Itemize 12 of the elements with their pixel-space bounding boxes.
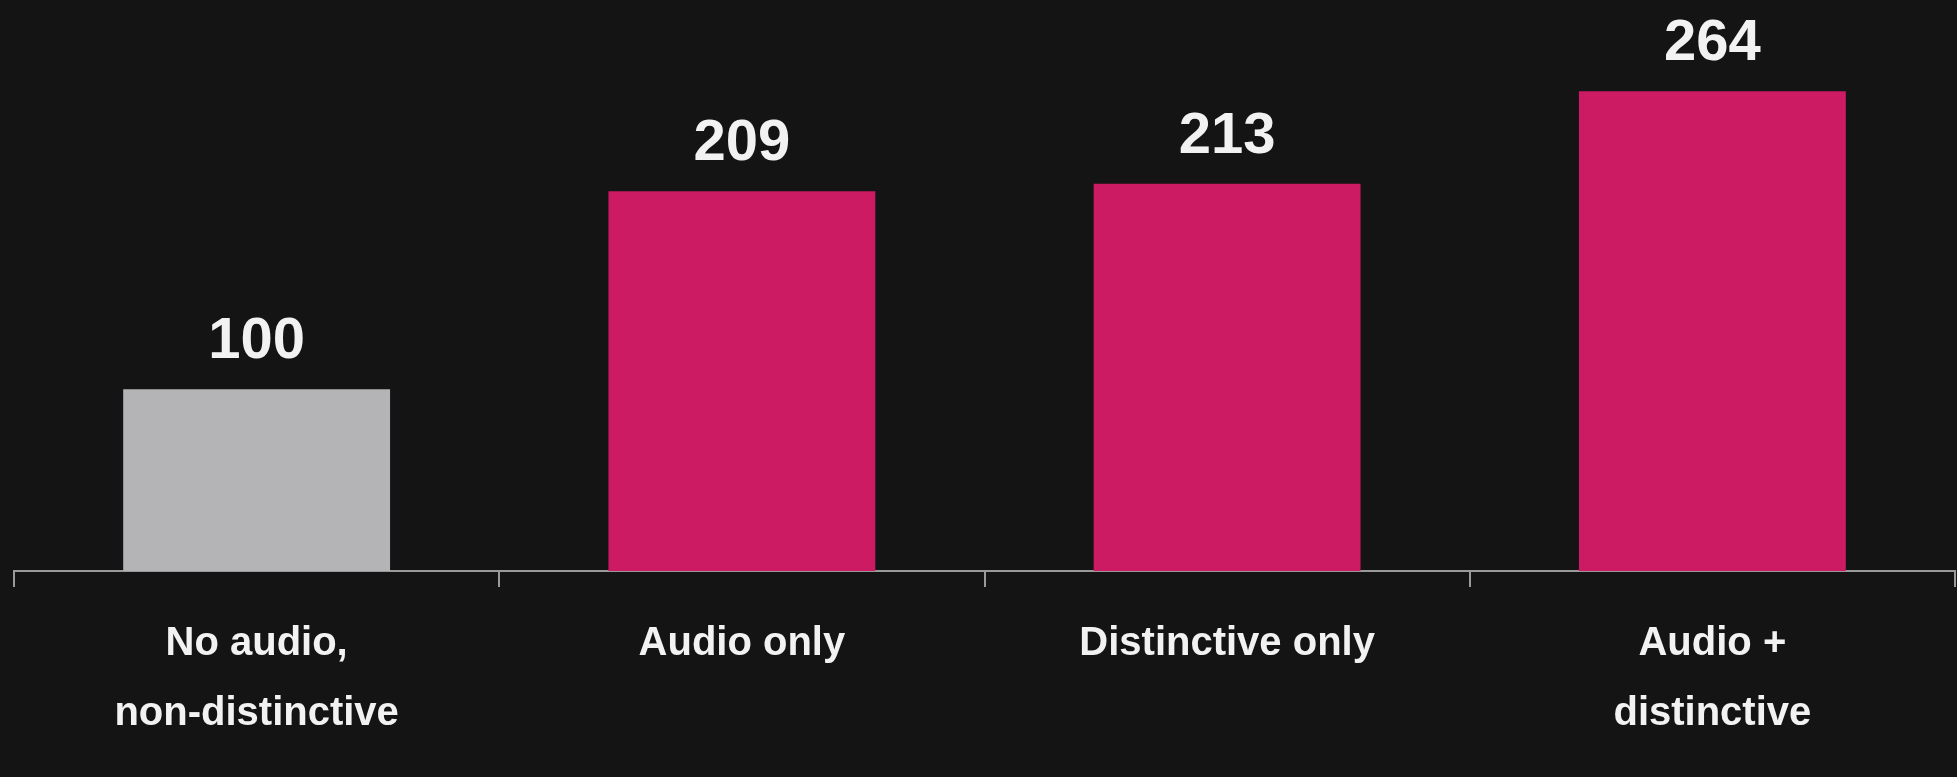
data-label: 100: [208, 305, 306, 371]
bar: [123, 389, 391, 571]
bar: [1578, 91, 1846, 571]
bar: [1093, 183, 1361, 571]
x-tick-label: Audio only: [638, 619, 846, 664]
x-tick-label: No audio, non-distinctive: [114, 619, 399, 734]
x-tick-label: Distinctive only: [1079, 619, 1376, 664]
bar: [608, 191, 876, 571]
data-label: 209: [693, 107, 791, 173]
x-tick-label: Audio + distinctive: [1613, 619, 1812, 734]
data-label: 213: [1178, 99, 1276, 165]
data-label: 264: [1663, 7, 1761, 73]
